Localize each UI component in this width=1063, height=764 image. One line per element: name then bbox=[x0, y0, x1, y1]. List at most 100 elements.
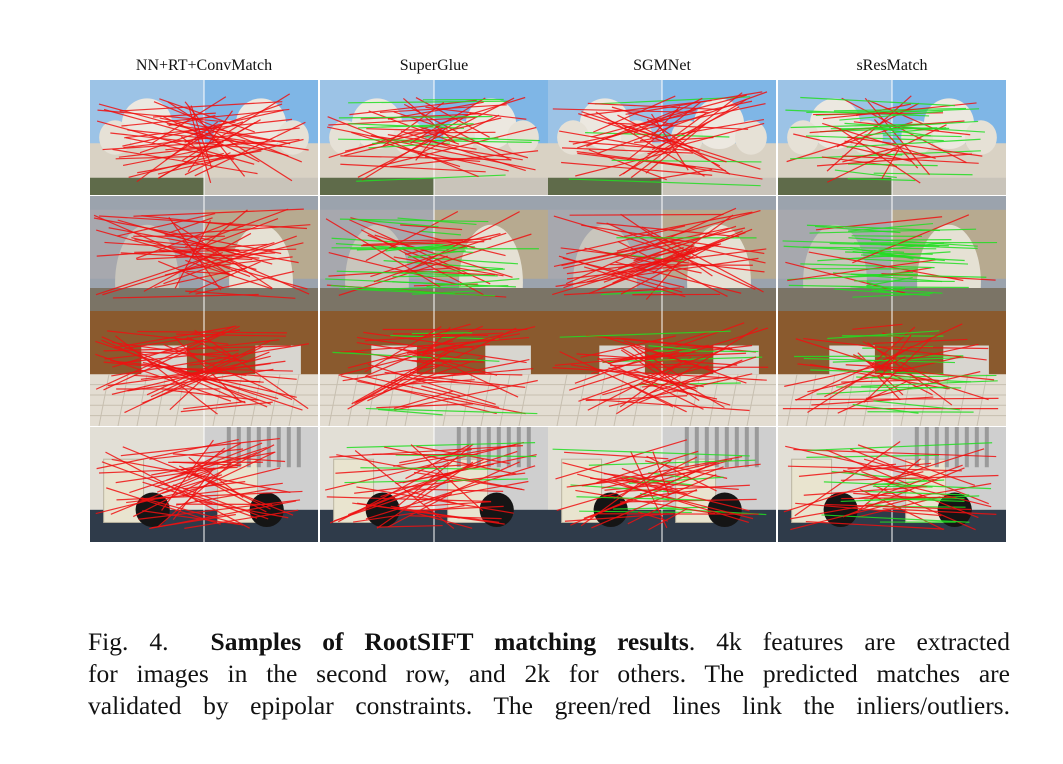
outlier-match-line bbox=[586, 248, 696, 283]
outlier-match-line bbox=[340, 163, 486, 173]
outlier-match-line bbox=[194, 121, 306, 177]
outlier-match-line bbox=[187, 110, 233, 173]
outlier-match-line bbox=[399, 146, 509, 172]
outlier-match-line bbox=[405, 233, 501, 256]
outlier-match-line bbox=[338, 233, 532, 296]
outlier-match-line bbox=[618, 98, 747, 177]
inlier-match-line bbox=[552, 448, 750, 457]
outlier-match-line bbox=[569, 213, 724, 216]
inlier-match-line bbox=[339, 218, 489, 223]
inlier-match-line bbox=[395, 454, 537, 458]
inlier-match-line bbox=[823, 481, 992, 490]
inlier-match-line bbox=[879, 254, 945, 262]
outlier-match-line bbox=[150, 340, 271, 398]
outlier-match-line bbox=[117, 219, 273, 265]
outlier-match-line bbox=[616, 209, 761, 252]
inlier-match-line bbox=[866, 286, 969, 289]
outlier-match-line bbox=[124, 118, 293, 139]
outlier-match-line bbox=[123, 127, 300, 149]
outlier-match-line bbox=[608, 367, 697, 390]
match-tile-nn-kitchen-interior bbox=[90, 311, 318, 426]
outlier-match-line bbox=[400, 224, 463, 231]
outlier-match-line bbox=[566, 225, 686, 255]
inlier-match-line bbox=[806, 224, 940, 232]
outlier-match-line bbox=[340, 375, 497, 415]
outlier-match-line bbox=[376, 461, 474, 529]
inlier-match-line bbox=[806, 454, 940, 458]
match-tile-sresmatch-triumphal-arch-ruins bbox=[778, 196, 1006, 311]
outlier-match-line bbox=[826, 124, 947, 183]
outlier-match-line bbox=[877, 376, 901, 401]
outlier-match-line bbox=[164, 389, 260, 401]
caption-line1-rest: . 4k features are extracted bbox=[688, 627, 1010, 656]
outlier-match-line bbox=[344, 117, 502, 157]
outlier-match-line bbox=[576, 353, 738, 366]
outlier-match-line bbox=[364, 375, 500, 409]
outlier-match-line bbox=[140, 497, 244, 526]
inlier-match-line bbox=[360, 467, 500, 470]
outlier-match-line bbox=[393, 256, 504, 277]
match-tile-sgmnet-cathedral-domes-exterior bbox=[548, 80, 776, 195]
outlier-match-line bbox=[110, 360, 247, 377]
outlier-match-line bbox=[620, 246, 712, 295]
outlier-match-line bbox=[104, 339, 280, 360]
outlier-match-line bbox=[852, 323, 903, 330]
inlier-match-line bbox=[878, 242, 945, 251]
outlier-match-line bbox=[354, 341, 469, 405]
caption-line-1: Fig. 4. Samples of RootSIFT matching res… bbox=[88, 626, 1010, 658]
outlier-match-line bbox=[131, 237, 257, 271]
outlier-match-line bbox=[379, 126, 537, 167]
outlier-match-line bbox=[641, 383, 718, 400]
inlier-match-line bbox=[426, 278, 520, 288]
outlier-match-line bbox=[586, 108, 679, 147]
outlier-match-line bbox=[120, 252, 253, 261]
outlier-match-line bbox=[645, 159, 763, 180]
match-tile-sresmatch-kitchen-interior bbox=[778, 311, 1006, 426]
inlier-match-line bbox=[392, 281, 479, 286]
outlier-match-line bbox=[587, 102, 719, 111]
outlier-match-line bbox=[824, 356, 906, 398]
outlier-match-line bbox=[180, 401, 273, 413]
outlier-match-line bbox=[386, 333, 521, 360]
inlier-match-line bbox=[849, 246, 899, 258]
outlier-match-line bbox=[179, 256, 293, 271]
outlier-match-line bbox=[195, 270, 294, 295]
outlier-match-line bbox=[867, 341, 953, 406]
inlier-match-line bbox=[338, 115, 493, 119]
inlier-match-line bbox=[831, 471, 927, 482]
outlier-match-line bbox=[158, 260, 224, 289]
outlier-match-line bbox=[339, 336, 530, 353]
outlier-match-line bbox=[578, 346, 730, 402]
outlier-match-line bbox=[787, 259, 936, 282]
outlier-match-line bbox=[416, 378, 500, 387]
outlier-match-line bbox=[399, 448, 472, 464]
outlier-match-line bbox=[155, 468, 213, 488]
inlier-match-line bbox=[600, 290, 674, 296]
outlier-match-line bbox=[795, 502, 942, 517]
outlier-match-line bbox=[798, 462, 932, 477]
outlier-match-line bbox=[166, 442, 263, 481]
outlier-match-line bbox=[863, 458, 929, 478]
outlier-match-line bbox=[843, 469, 992, 508]
outlier-match-line bbox=[133, 208, 304, 217]
outlier-match-line bbox=[803, 337, 987, 361]
outlier-match-line bbox=[622, 112, 707, 175]
inlier-match-line bbox=[850, 273, 987, 278]
outlier-match-line bbox=[634, 136, 714, 144]
outlier-match-line bbox=[107, 330, 229, 345]
outlier-match-line bbox=[357, 336, 527, 364]
outlier-match-line bbox=[601, 459, 728, 489]
inlier-match-line bbox=[839, 110, 944, 121]
outlier-match-line bbox=[842, 147, 897, 163]
outlier-match-line bbox=[608, 373, 753, 407]
caption-line-2: for images in the second row, and 2k for… bbox=[88, 659, 1010, 688]
outlier-match-line bbox=[403, 270, 495, 276]
outlier-match-line bbox=[563, 246, 684, 289]
inlier-match-line bbox=[852, 403, 919, 414]
outlier-match-line bbox=[163, 235, 297, 285]
outlier-match-line bbox=[328, 252, 462, 286]
inlier-match-line bbox=[873, 400, 960, 411]
outlier-match-line bbox=[625, 100, 753, 129]
outlier-match-line bbox=[790, 495, 925, 531]
outlier-match-line bbox=[106, 487, 221, 525]
